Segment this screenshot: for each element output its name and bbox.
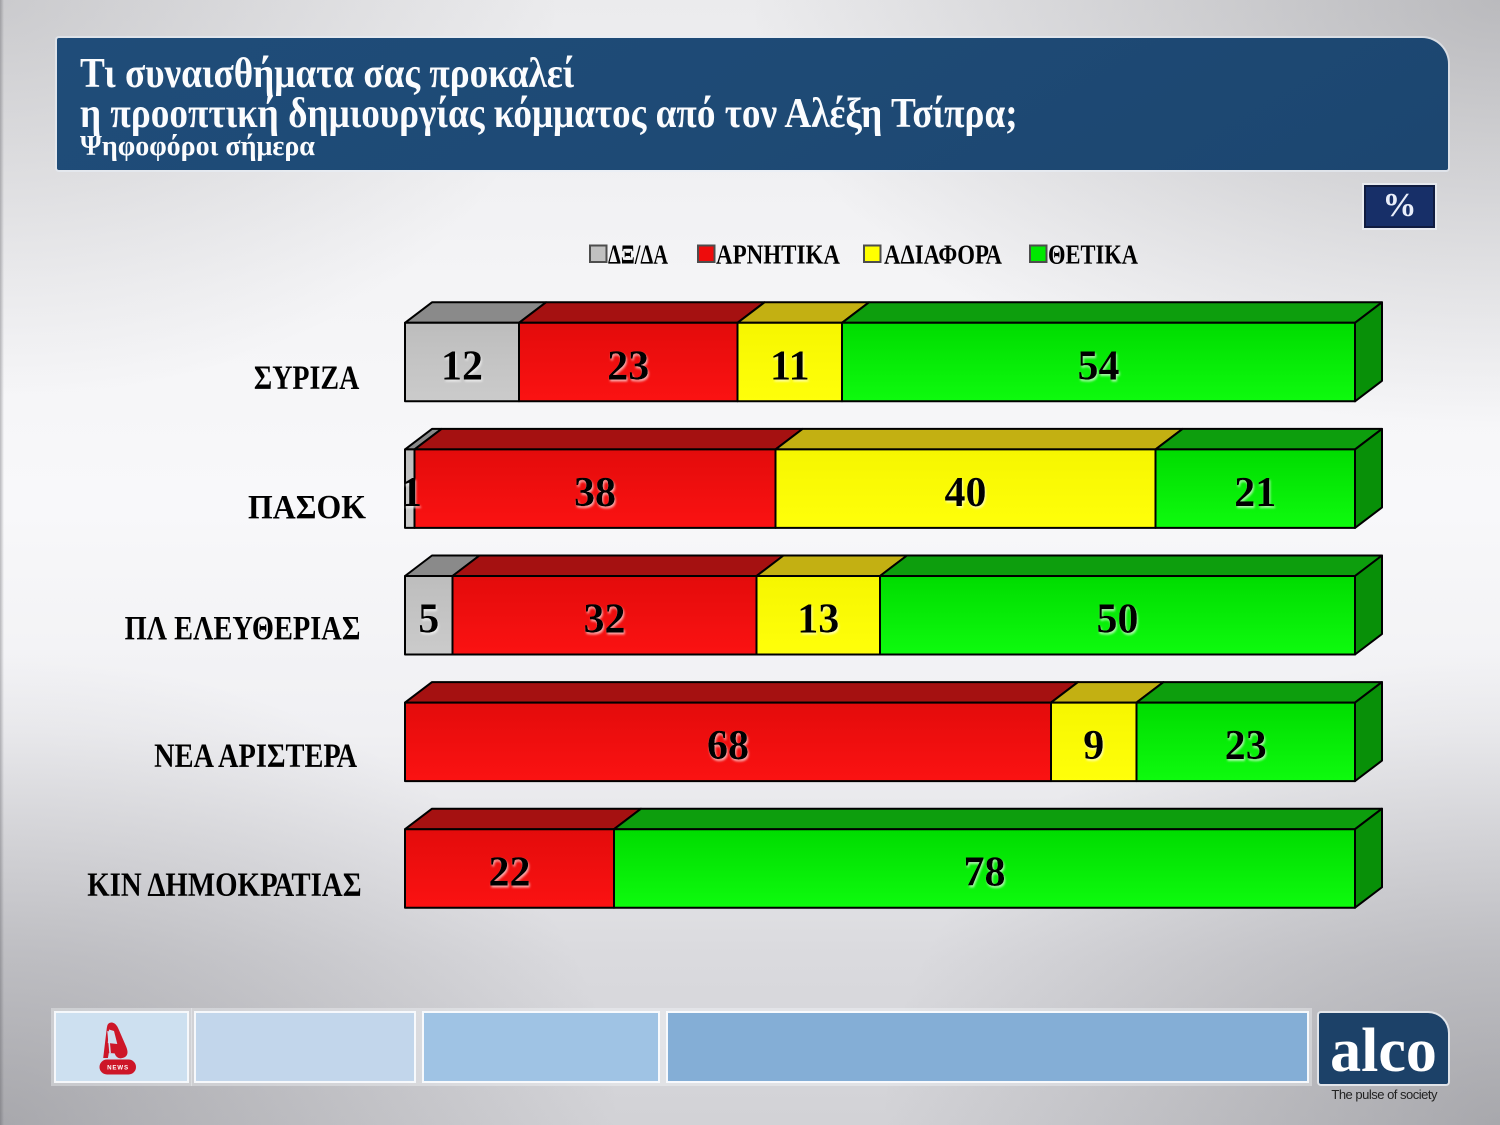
svg-text:23: 23 (1225, 723, 1267, 769)
svg-text:13: 13 (797, 597, 839, 643)
svg-text:ΠΛ ΕΛΕΥΘΕΡΙΑΣ: ΠΛ ΕΛΕΥΘΕΡΙΑΣ (125, 610, 361, 647)
svg-text:38: 38 (574, 470, 616, 516)
svg-text:1: 1 (401, 470, 422, 516)
svg-text:ΚΙΝ ΔΗΜΟΚΡΑΤΙΑΣ: ΚΙΝ ΔΗΜΟΚΡΑΤΙΑΣ (87, 866, 361, 903)
svg-text:5: 5 (418, 597, 439, 643)
svg-text:ΝΕΑ ΑΡΙΣΤΕΡΑ: ΝΕΑ ΑΡΙΣΤΕΡΑ (154, 738, 357, 775)
svg-text:78: 78 (964, 850, 1006, 896)
svg-text:ΠΑΣΟΚ: ΠΑΣΟΚ (248, 489, 366, 526)
svg-text:11: 11 (770, 343, 810, 389)
svg-text:ΑΡΝΗΤΙΚΑ: ΑΡΝΗΤΙΚΑ (716, 240, 840, 270)
svg-text:22: 22 (489, 850, 531, 896)
svg-text:12: 12 (441, 343, 483, 389)
svg-text:9: 9 (1083, 723, 1104, 769)
svg-text:ΘΕΤΙΚΑ: ΘΕΤΙΚΑ (1048, 240, 1138, 270)
svg-text:32: 32 (584, 597, 626, 643)
svg-text:NEWS: NEWS (107, 1064, 129, 1071)
svg-text:54: 54 (1078, 343, 1120, 389)
svg-text:ΑΔΙΑΦΟΡΑ: ΑΔΙΑΦΟΡΑ (884, 240, 1002, 270)
svg-text:40: 40 (945, 470, 987, 516)
svg-text:ΣΥΡΙΖΑ: ΣΥΡΙΖΑ (254, 360, 359, 397)
svg-text:21: 21 (1234, 470, 1276, 516)
svg-text:68: 68 (707, 723, 749, 769)
svg-text:23: 23 (607, 343, 649, 389)
svg-text:ΔΞ/ΔΑ: ΔΞ/ΔΑ (608, 240, 668, 270)
svg-text:50: 50 (1097, 597, 1139, 643)
